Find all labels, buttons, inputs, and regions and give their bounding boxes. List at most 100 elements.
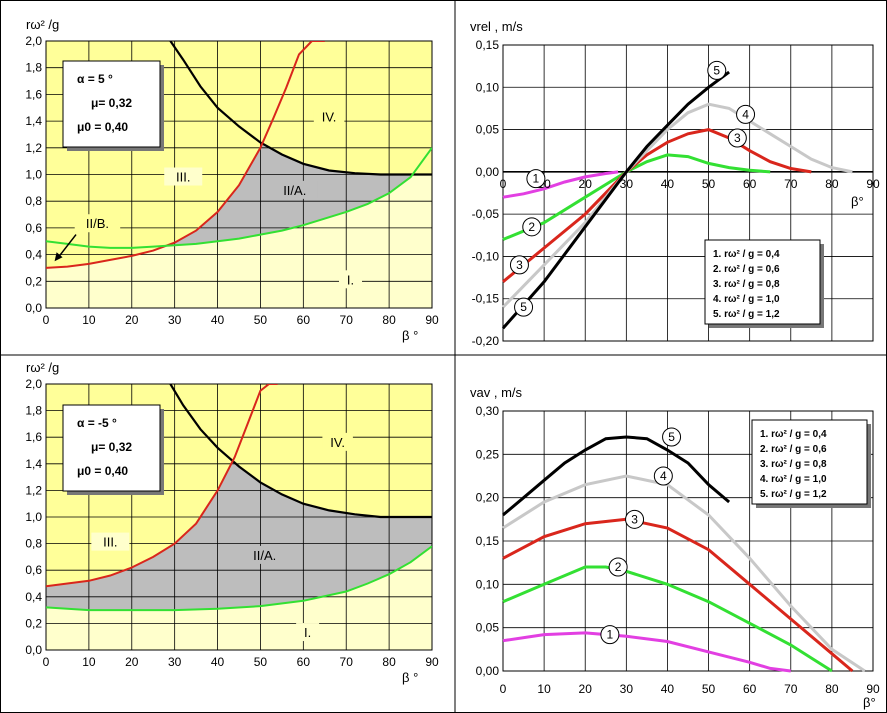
region-label: I.	[347, 272, 354, 287]
x-tick-label: 10	[82, 313, 96, 327]
iib-arrow-head	[54, 252, 63, 262]
y-tick-label: 0,6	[25, 563, 42, 577]
parameter-text: μ0 = 0,40	[77, 120, 128, 134]
y-tick-label: 0,6	[25, 221, 42, 235]
x-tick-label: 50	[702, 682, 716, 696]
series-marker-circle	[522, 217, 542, 237]
legend-entry: 2. rω² / g = 0,6	[713, 264, 780, 275]
parameter-box-frame	[62, 404, 161, 492]
parameter-text: μ0 = 0,40	[77, 464, 128, 478]
region-label: II/A.	[253, 548, 276, 563]
region-label-bg	[74, 214, 121, 233]
x-tick-label: 0	[43, 313, 50, 327]
series-4-curve	[501, 102, 853, 309]
y-tick-label: 0,05	[476, 123, 500, 137]
series-3-curve	[502, 128, 812, 283]
series-marker-label: 1	[607, 628, 614, 642]
plot-border	[502, 410, 874, 672]
region-label: IV.	[322, 109, 337, 124]
x-tick-label: 30	[620, 177, 634, 191]
x-tick-label: 0	[500, 682, 507, 696]
series-black-curve	[169, 384, 432, 519]
y-tick-label: 1,2	[25, 141, 42, 155]
x-tick-label: 50	[254, 655, 268, 669]
x-axis-label: β°	[863, 695, 876, 710]
legend: 1. rω² / g = 0,4 2. rω² / g = 0,6 3. rω² /…	[704, 239, 824, 328]
legend-entry: 5. rω² / g = 1,2	[760, 489, 827, 500]
series-3-curve	[502, 517, 854, 673]
x-tick-label: 90	[425, 655, 439, 669]
y-tick-label: 0,15	[476, 38, 500, 52]
y-tick-label: 0,20	[476, 491, 500, 505]
y-tick-label: 2,0	[25, 377, 42, 391]
region-label-bg	[241, 545, 288, 564]
series-marker-circle	[526, 169, 546, 189]
x-tick-label: 80	[825, 682, 839, 696]
panels: 0 10 20 30 40 50 60 70 80 900,00,20,40,60,81,01,2…	[25, 17, 880, 710]
x-tick-label: 0	[500, 177, 507, 191]
x-tick-label: 20	[579, 682, 593, 696]
region-iia-fill	[46, 461, 432, 611]
y-tick-label: 1,2	[25, 483, 42, 497]
x-axis-label: β°	[851, 194, 864, 209]
legend-entry: 5. rω² / g = 1,2	[713, 309, 780, 320]
x-tick-label: 50	[254, 313, 268, 327]
y-axis-label: rω² /g	[26, 360, 59, 375]
parameter-box: α = -5 ° μ= 0,32 μ0 = 0,40	[62, 404, 164, 495]
region-label-bg	[272, 180, 318, 199]
legend-frame	[704, 239, 821, 325]
y-tick-label: 0,30	[476, 404, 500, 418]
series-5-curve	[501, 70, 730, 330]
series-black-curve	[169, 41, 432, 176]
region-chart-2: 0 10 20 30 40 50 60 70 80 90 0,0 0,2 0,4 0,6 0,8 1,0 1,2…	[25, 360, 439, 685]
series-red-curve	[46, 41, 325, 269]
series-marker-label: 2	[528, 220, 535, 234]
y-tick-label: 0,10	[476, 80, 500, 94]
x-tick-label: 60	[743, 177, 757, 191]
x-tick-label: 20	[579, 177, 593, 191]
series-marker-circle	[653, 466, 673, 486]
y-axis-label: vrel , m/s	[470, 19, 523, 34]
line-chart-1: 0 10 20 30 40 50 60 70 80 900,150,100,050,00-0,05…	[470, 19, 880, 348]
plot-border	[502, 44, 874, 342]
y-tick-label: 0,25	[476, 447, 500, 461]
legend-entry: 4. rω² / g = 1,0	[760, 474, 827, 485]
y-tick-label: 0,15	[476, 534, 500, 548]
y-tick-label: 1,4	[25, 114, 42, 128]
x-tick-label: 20	[125, 313, 139, 327]
series-marker-label: 5	[668, 430, 675, 444]
region-label-bg	[164, 167, 203, 186]
series-marker-label: 4	[742, 107, 749, 121]
series-2-curve	[502, 153, 771, 241]
y-tick-label: -0,05	[472, 207, 500, 221]
region-label-bg	[339, 270, 363, 289]
series-marker-circle	[707, 60, 727, 80]
y-axis-label: rω² /g	[26, 17, 59, 32]
region-label: III.	[176, 170, 190, 185]
x-tick-label: 40	[661, 177, 675, 191]
series-marker-circle	[662, 427, 682, 447]
y-tick-label: 1,8	[25, 404, 42, 418]
x-tick-label: 0	[43, 655, 50, 669]
line-chart-3: 0 10 20 30 40 50 60 70 80 90 0,30 0,25 0,20 0,15 0,10 0…	[470, 385, 880, 710]
y-tick-label: 2,0	[25, 34, 42, 48]
y-tick-label: 0,05	[476, 621, 500, 635]
x-tick-label: 20	[125, 655, 139, 669]
series-marker-label: 2	[615, 560, 622, 574]
series-marker-label: 3	[734, 131, 741, 145]
y-tick-label: 1,6	[25, 430, 42, 444]
region-chart-0: 0 10 20 30 40 50 60 70 80 90 0,0 0,2 0,4 0,6 0,8 1,0 1,2…	[25, 17, 439, 343]
x-tick-label: 40	[211, 313, 225, 327]
x-tick-label: 90	[866, 682, 880, 696]
x-tick-label: 70	[784, 682, 798, 696]
region-label-bg	[313, 107, 345, 126]
x-tick-label: 90	[425, 313, 439, 327]
series-marker-circle	[608, 557, 628, 577]
legend-frame	[751, 419, 868, 505]
region-label: IV.	[330, 435, 345, 450]
region-iv-fill	[46, 41, 432, 175]
x-tick-label: 30	[168, 655, 182, 669]
series-red-curve	[46, 384, 278, 588]
iib-arrow-line	[56, 234, 77, 259]
y-tick-label: 1,4	[25, 457, 42, 471]
